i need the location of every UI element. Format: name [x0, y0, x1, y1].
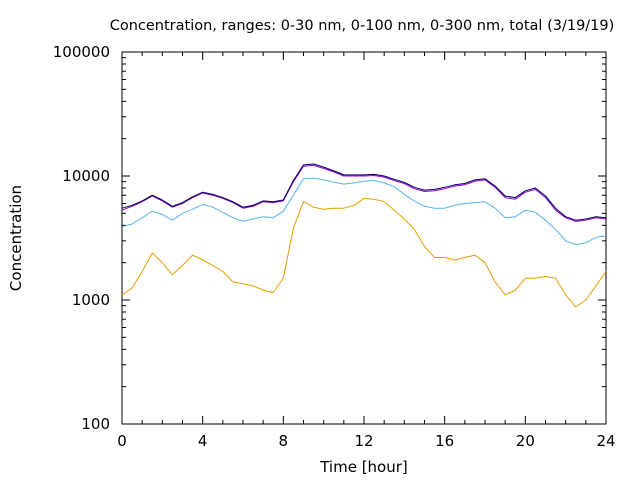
- series-lines: [121, 163, 607, 308]
- x-axis-label: Time [hour]: [319, 458, 408, 476]
- x-tick-label: 0: [117, 432, 127, 450]
- axis-ticks: 0 4 8 12 16 20 24 100 1000 10000 100000: [53, 43, 616, 450]
- y-tick-label: 10000: [62, 167, 110, 185]
- y-tick-label: 100000: [53, 43, 110, 61]
- y-axis-label: Concentration: [7, 185, 25, 291]
- x-tick-label: 16: [435, 432, 454, 450]
- x-tick-label: 8: [279, 432, 289, 450]
- x-tick-label: 4: [198, 432, 208, 450]
- series-line-range-0-30: [121, 197, 607, 308]
- series-line-range-0-300: [121, 164, 607, 222]
- y-tick-label: 100: [81, 415, 110, 433]
- series-line-range-0-100: [121, 177, 607, 246]
- x-tick-label: 12: [354, 432, 373, 450]
- series-line-total: [121, 163, 607, 221]
- x-tick-label: 20: [516, 432, 535, 450]
- x-tick-label: 24: [596, 432, 615, 450]
- y-tick-label: 1000: [72, 291, 110, 309]
- chart-title: Concentration, ranges: 0-30 nm, 0-100 nm…: [110, 18, 615, 34]
- plot-frame: [121, 51, 607, 425]
